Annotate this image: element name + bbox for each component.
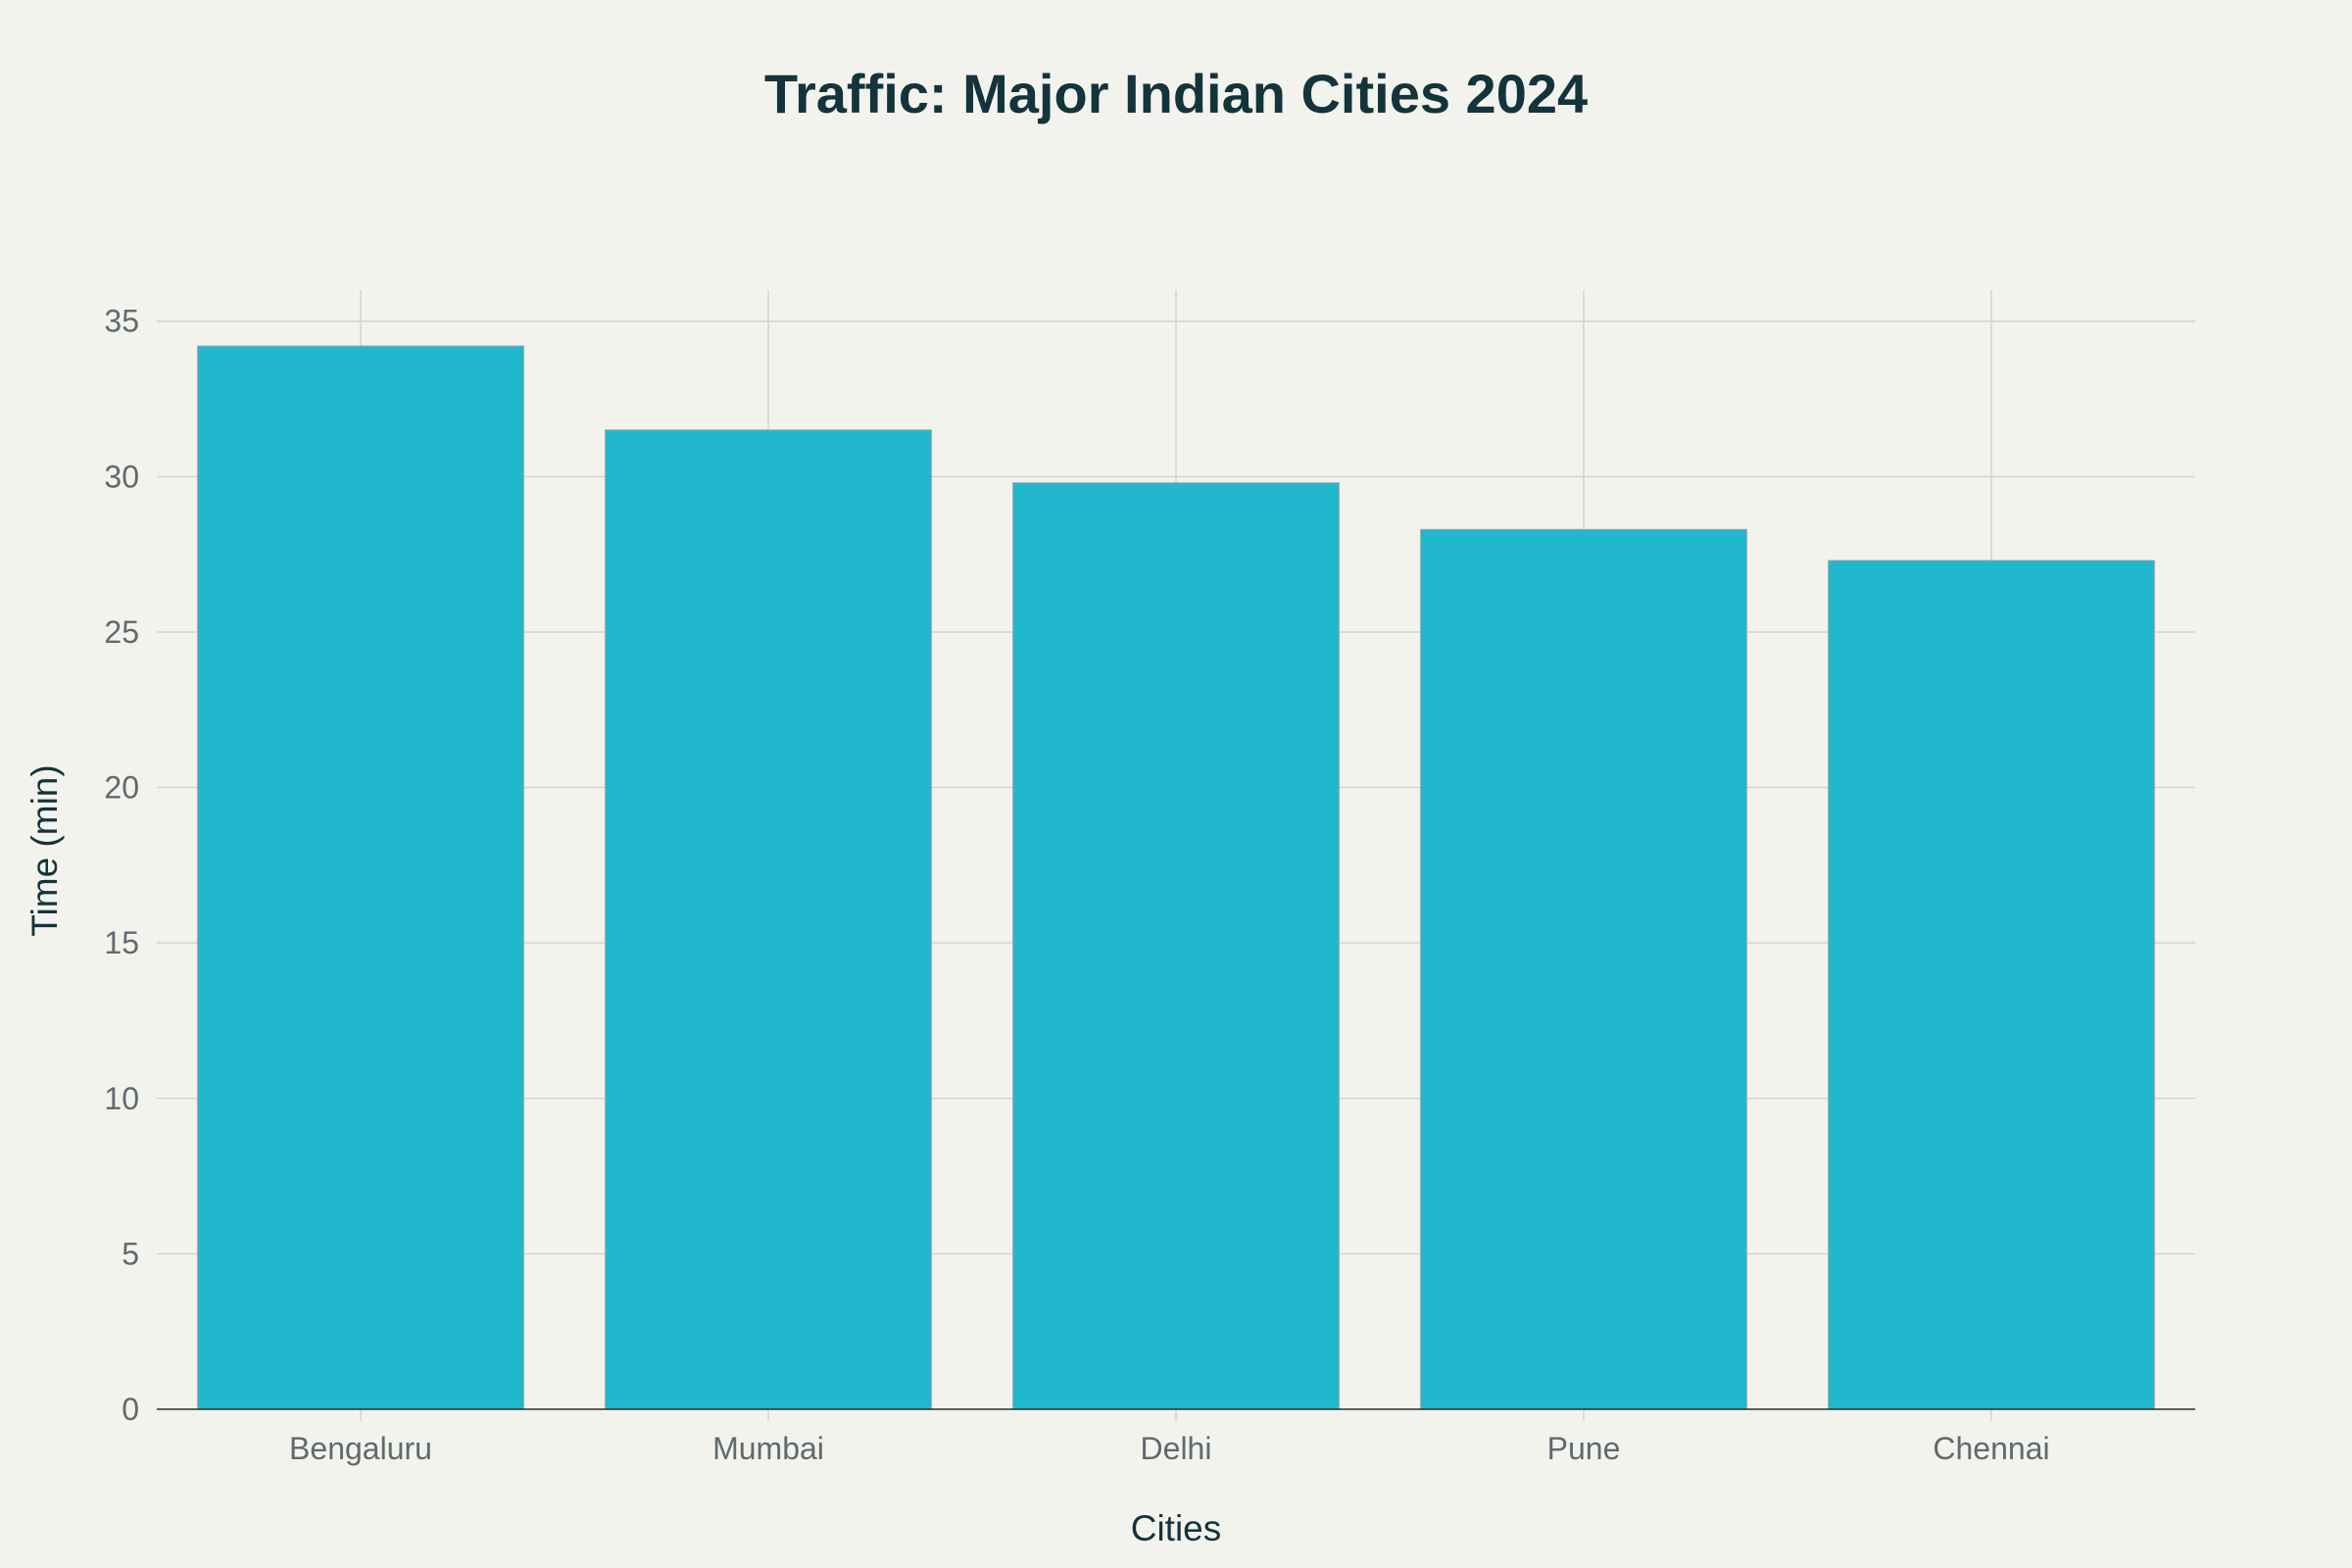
chart-title: Traffic: Major Indian Cities 2024 (764, 63, 1588, 124)
bar-chennai (1828, 560, 2155, 1410)
x-tick-label-chennai: Chennai (1933, 1431, 2049, 1466)
y-tick-label-3: 15 (104, 925, 139, 960)
bar-bengaluru (197, 345, 524, 1410)
y-tick-label-6: 30 (104, 459, 139, 494)
y-axis-title: Time (min) (24, 764, 65, 936)
y-tick-label-0: 0 (122, 1392, 139, 1427)
x-axis-ticks: Bengaluru Mumbai Delhi Pune Chennai (289, 1431, 2050, 1466)
x-tick-label-pune: Pune (1547, 1431, 1621, 1466)
y-tick-label-5: 25 (104, 614, 139, 650)
x-axis-title: Cities (1131, 1508, 1222, 1548)
bar-mumbai (605, 429, 932, 1410)
y-tick-label-2: 10 (104, 1081, 139, 1116)
x-tick-label-mumbai: Mumbai (712, 1431, 824, 1466)
bar-delhi (1012, 482, 1340, 1410)
x-tick-label-bengaluru: Bengaluru (289, 1431, 432, 1466)
y-axis-ticks: 0 5 10 15 20 25 30 35 (104, 304, 139, 1427)
y-tick-label-4: 20 (104, 770, 139, 806)
y-tick-label-7: 35 (104, 304, 139, 339)
bar-pune (1420, 528, 1747, 1410)
y-tick-label-1: 5 (122, 1236, 139, 1271)
x-tick-label-delhi: Delhi (1141, 1431, 1212, 1466)
bars (197, 345, 2155, 1410)
